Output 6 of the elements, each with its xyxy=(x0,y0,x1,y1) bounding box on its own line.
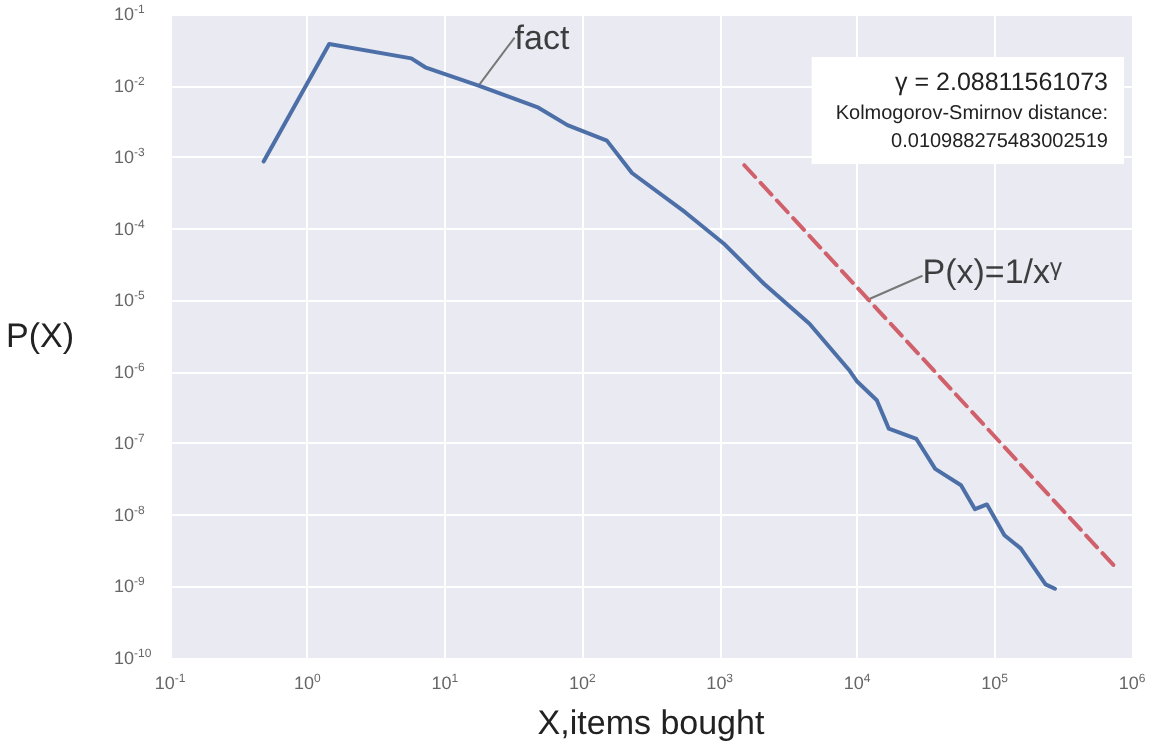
annotation: γ = 2.08811561073 xyxy=(895,68,1109,96)
y-axis-title: P(X) xyxy=(6,317,74,355)
annotation: 0.010988275483002519 xyxy=(891,131,1109,153)
annotation: Kolmogorov-Smirnov distance: xyxy=(835,103,1108,125)
annotation: fact xyxy=(514,18,570,57)
x-axis-title: X,items bought xyxy=(537,704,765,742)
